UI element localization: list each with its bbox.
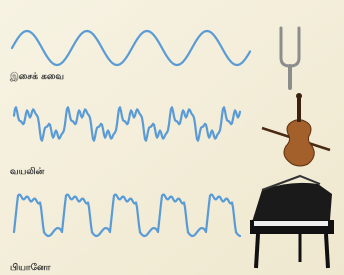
- label: வயலின்: [10, 166, 44, 177]
- label: பியானோ: [10, 262, 51, 273]
- illustration: இசைக் கவை வயலின் பியானோ: [0, 0, 344, 275]
- label: இசைக் கவை: [9, 71, 64, 82]
